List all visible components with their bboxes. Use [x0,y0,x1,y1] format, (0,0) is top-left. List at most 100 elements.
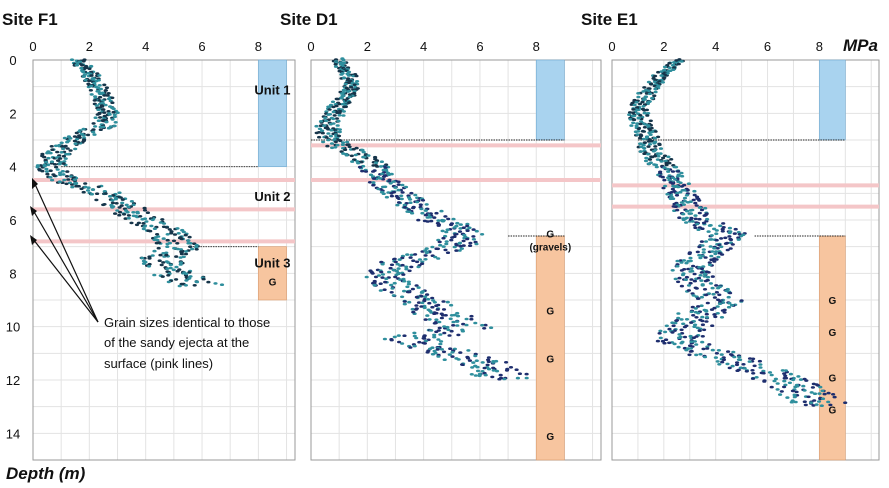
data-point [714,229,719,232]
data-point [187,235,192,239]
data-point [714,238,719,242]
data-point [45,172,50,176]
data-point [471,361,476,364]
data-point [704,219,709,223]
data-point [150,254,155,257]
data-point [698,256,703,260]
data-point [447,353,452,356]
x-tick-label: 8 [816,39,823,54]
x-tick-label: 6 [198,39,205,54]
data-point [410,287,415,291]
data-point [393,275,398,279]
data-point [402,302,407,306]
data-point [179,252,184,256]
data-point [679,185,685,188]
data-point [652,154,658,158]
data-point [409,265,414,269]
data-point [436,355,441,358]
data-point [400,191,405,194]
data-point [735,361,740,364]
data-point [110,118,115,121]
data-point [409,191,414,195]
data-point [738,234,744,238]
data-point [50,148,55,151]
data-point [704,316,710,319]
data-point [641,143,646,147]
data-point [702,272,708,276]
data-point [673,205,678,208]
data-point [648,161,653,164]
data-point [641,137,646,141]
data-point [89,74,94,77]
data-point [697,245,702,249]
data-point [758,363,763,366]
data-point [817,392,822,395]
data-point [515,376,521,380]
data-point [405,290,411,294]
data-point [449,314,454,317]
data-point [790,389,796,393]
data-point [167,228,172,231]
data-point [352,89,357,93]
data-point [347,95,352,99]
data-point [723,236,728,240]
data-point [474,359,479,363]
data-point [375,165,380,168]
data-point [702,328,707,332]
data-point [669,158,674,161]
data-point [321,140,326,144]
data-point [337,128,342,131]
data-point [45,151,50,155]
data-point [73,147,78,151]
data-point [183,233,188,237]
data-point [432,216,437,219]
data-point [437,320,442,324]
data-point [822,392,827,396]
data-point [331,122,336,125]
data-point [725,362,730,366]
data-point [96,185,101,189]
data-point [659,70,664,73]
data-point [67,181,72,185]
data-point [427,318,432,321]
data-point [371,183,376,187]
data-point [474,242,479,246]
data-point [498,373,503,377]
data-point [684,221,689,224]
data-point [631,108,636,111]
data-point [653,87,658,91]
data-point [391,268,396,272]
data-point [448,317,453,321]
data-point [653,145,658,148]
data-point [60,170,65,173]
data-point [803,403,808,407]
data-point [42,164,47,168]
data-point [475,365,480,369]
data-point [393,260,398,264]
data-point [785,396,790,399]
data-point [640,130,646,133]
data-point [406,280,411,284]
data-point [711,292,716,296]
data-point [675,175,681,178]
data-point [432,322,437,325]
data-point [682,325,688,329]
annotation-note-line-3: surface (pink lines) [104,356,213,371]
data-point [699,295,705,299]
data-point [58,173,63,177]
data-point [647,92,653,96]
data-point [59,151,64,154]
data-point [697,199,702,202]
data-point [662,73,667,76]
data-point [739,299,744,302]
data-point [387,180,392,183]
data-point [664,324,669,328]
data-point [35,165,40,169]
data-point [171,268,176,272]
data-point [389,338,394,342]
data-point [95,192,100,195]
data-point [459,247,464,250]
data-point [688,347,694,350]
data-point [694,316,699,319]
data-point [102,94,107,97]
